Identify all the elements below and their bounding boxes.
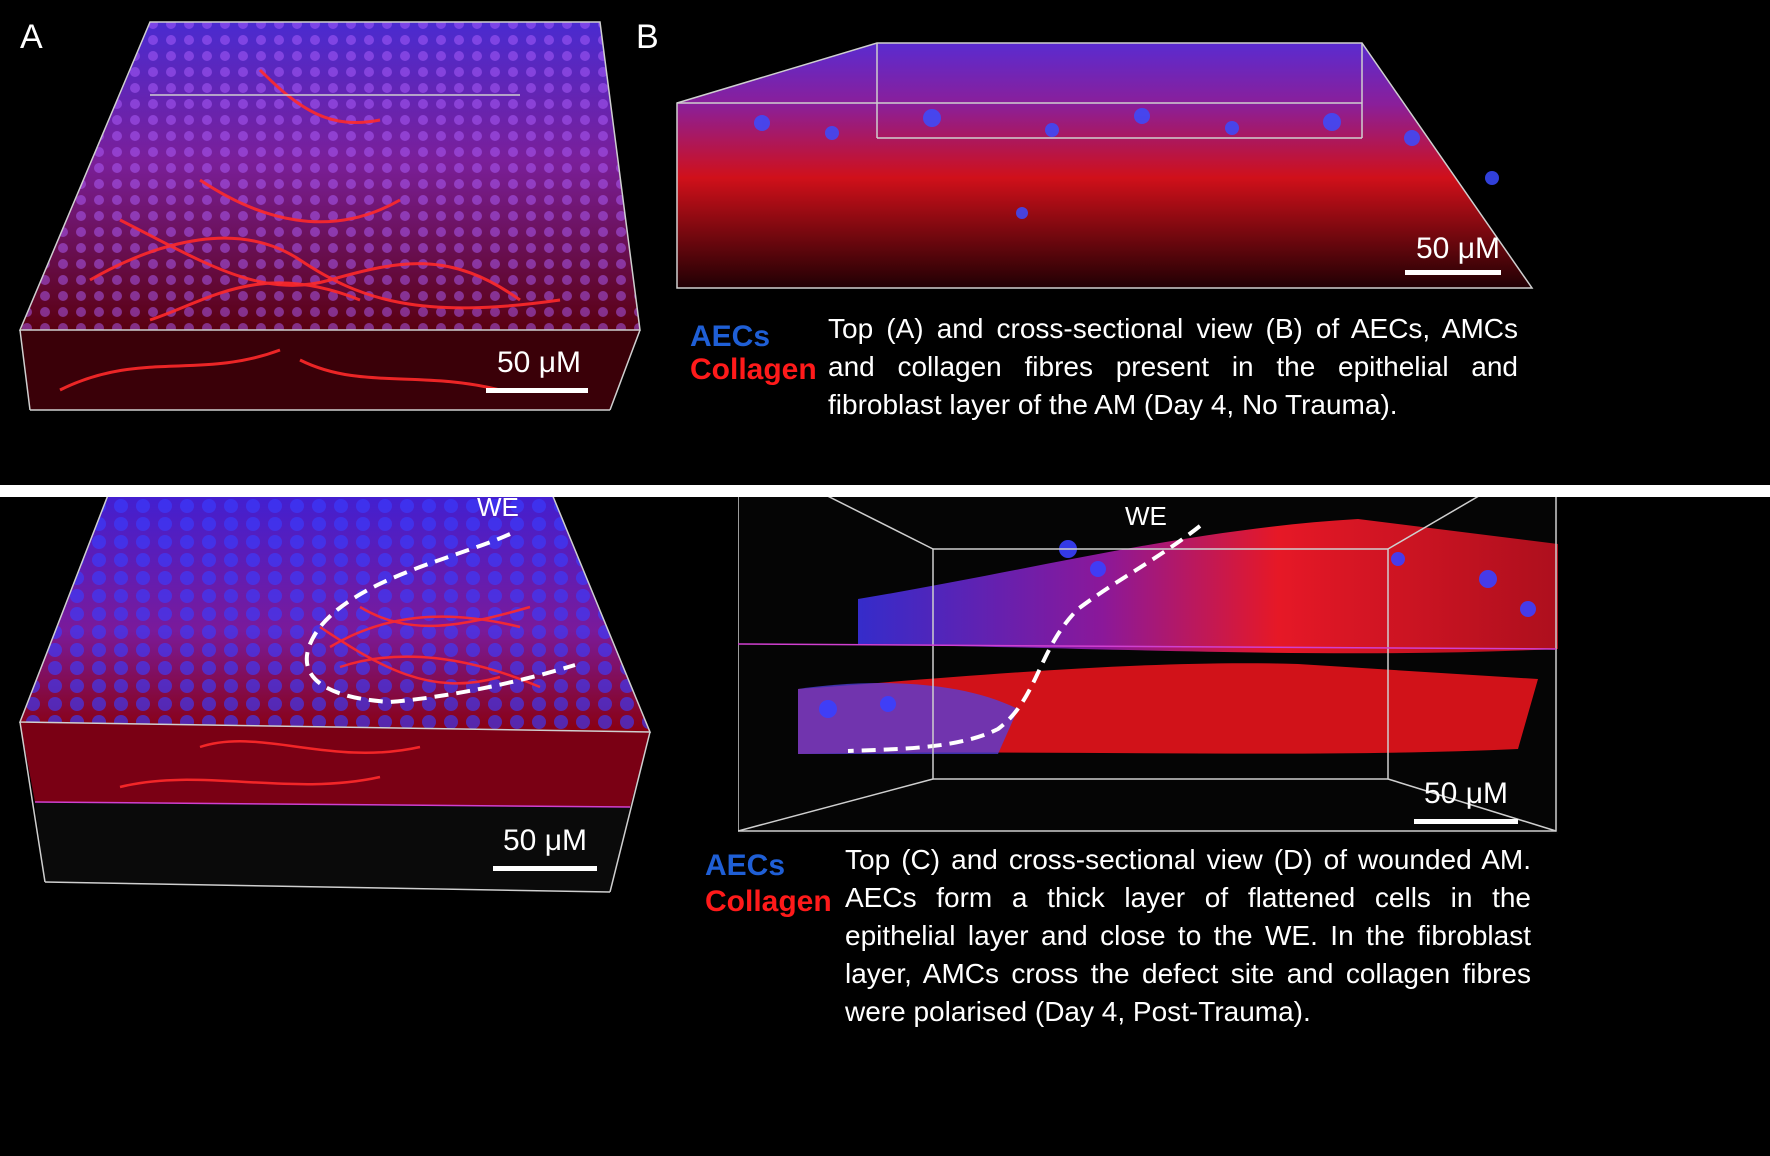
bottom-figure-row: C WE 50 μM <box>0 497 1770 1156</box>
panel-b-letter: B <box>636 18 659 56</box>
legend-top-collagen: Collagen <box>690 353 817 386</box>
top-figure-row: A 50 μM B 50 μM A <box>0 0 1770 485</box>
panel-a-scale-label: 50 μM <box>497 346 581 379</box>
panel-d-letter: D <box>636 497 661 498</box>
panel-d-image <box>738 497 1558 834</box>
panel-d-wound-edge-label: WE <box>1125 501 1167 531</box>
panel-b-scale-bar <box>1405 270 1501 275</box>
legend-bottom-collagen: Collagen <box>705 885 832 918</box>
panel-c-scale-label: 50 μM <box>503 824 587 857</box>
caption-top: Top (A) and cross-sectional view (B) of … <box>828 313 1518 420</box>
legend-top-aecs: AECs <box>690 320 771 353</box>
caption-bottom: Top (C) and cross-sectional view (D) of … <box>845 844 1531 1027</box>
panel-d-scale-label: 50 μM <box>1424 777 1508 810</box>
panel-a-letter: A <box>20 18 43 56</box>
panel-c-scale-bar <box>493 866 597 871</box>
panel-b-image <box>676 42 1534 289</box>
panel-a-scale-bar <box>486 388 588 393</box>
panel-d-scale-bar <box>1414 819 1518 824</box>
legend-bottom-aecs: AECs <box>705 849 786 882</box>
panel-c-letter: C <box>12 497 37 498</box>
panel-c-wound-edge-label: WE <box>477 497 519 522</box>
panel-a-image <box>18 21 641 411</box>
panel-b-scale-label: 50 μM <box>1416 232 1500 265</box>
panel-c-image <box>18 497 652 893</box>
